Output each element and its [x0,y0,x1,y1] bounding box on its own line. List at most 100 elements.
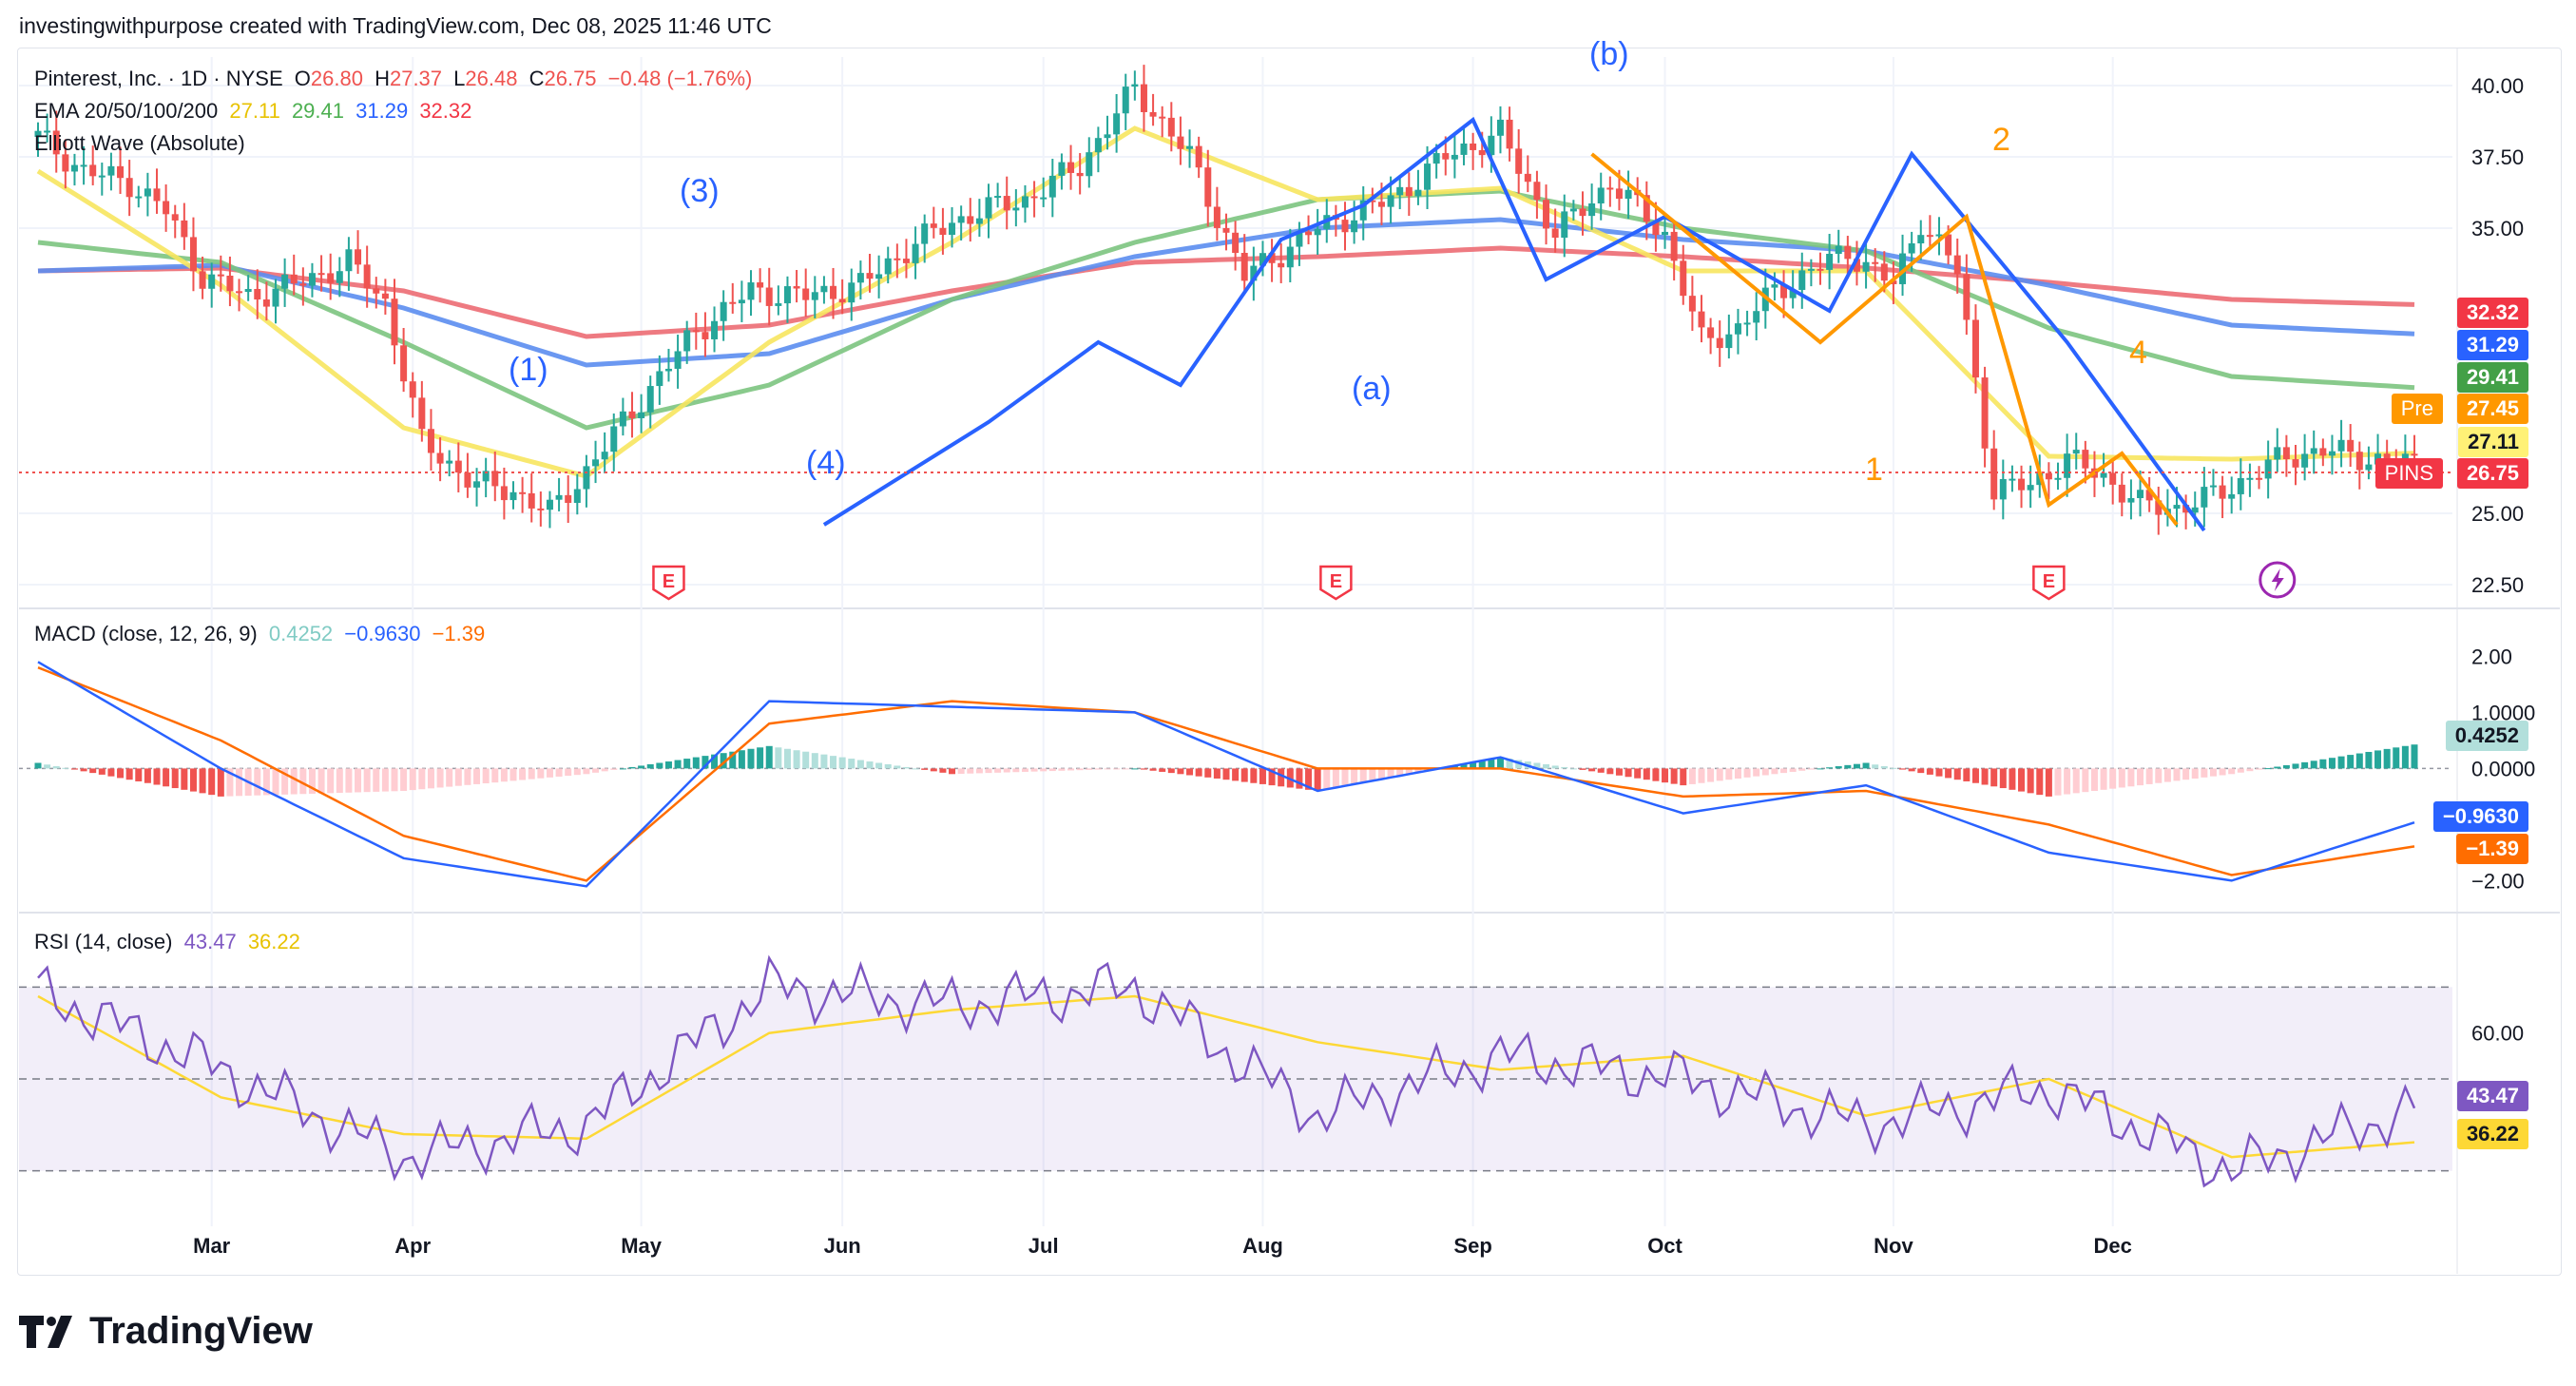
candle-body [1232,232,1240,254]
candle-body [1753,311,1760,323]
candle-body [1341,220,1349,233]
macd-histogram-bar [44,764,51,769]
macd-line-label: −0.9630 [2432,801,2528,832]
candle-body [1734,323,1741,335]
candle-body [1369,200,1376,202]
candle-body [98,175,106,178]
macd-histogram-bar [2137,768,2144,786]
candle-body [1853,259,1860,272]
macd-histogram-bar [1506,759,1513,769]
rsi-legend: RSI (14, close) 43.47 36.22 [34,930,306,954]
macd-histogram-bar [1460,763,1468,769]
candle-body [2182,505,2190,513]
pre-market-price-label: 27.45 [2456,394,2528,424]
candle-body [1305,231,1313,236]
candle-body [2118,484,2125,503]
macd-histogram-bar [2246,768,2254,772]
candle-body [317,273,325,276]
rsi-value: 43.47 [183,930,237,953]
macd-line [37,661,2415,888]
candle-body [1543,200,1550,229]
candle-body [262,299,270,307]
candle-body [894,258,901,260]
candle-body [1470,143,1477,150]
macd-histogram-bar [1725,768,1733,780]
candle-body [2009,478,2016,481]
macd-histogram-bar [1296,768,1303,789]
macd-histogram-bar [381,768,389,792]
macd-tick-label: 2.00 [2471,645,2512,668]
macd-histogram-bar [308,768,316,794]
candle-body [1240,253,1248,281]
candle-body [80,164,87,167]
candle-body [638,412,645,418]
macd-layer [19,661,2452,888]
macd-histogram-bar [2118,768,2125,788]
candle-body [949,222,956,235]
candle-body [1561,211,1568,239]
candle-body [1012,207,1020,211]
macd-histogram-bar [720,753,727,769]
candle-body [52,130,60,155]
candle-body [2347,439,2355,452]
candle-body [2228,493,2236,499]
macd-histogram-bar [1688,768,1696,784]
macd-histogram-bar [62,767,69,769]
candle-body [2274,447,2281,460]
candle-body [1844,245,1852,260]
macd-histogram-bar [2355,753,2363,769]
month-tick-label: Jun [824,1234,861,1258]
candle-body [2411,453,2418,456]
macd-histogram-bar [1890,767,1897,769]
macd-histogram-bar [610,768,618,770]
macd-histogram-bar [1606,768,1614,775]
candle-body [565,494,572,504]
candle-body [217,274,224,277]
candle-body [236,291,243,294]
macd-histogram-bar [1314,768,1321,791]
macd-histogram-bar [1953,768,1961,780]
candle-body [1460,143,1468,155]
candle-body [509,491,517,501]
candle-body [875,274,883,279]
macd-histogram-bar [2301,761,2309,769]
macd-histogram-bar [2173,768,2181,781]
rsi-ma-price-label: 36.22 [2456,1119,2528,1149]
legend-change: −0.48 (−1.76%) [607,67,753,90]
wave-label-b: (b) [1589,36,1629,72]
ticker-tag: PINS [2374,458,2443,489]
macd-histogram-bar [1021,768,1028,772]
candle-body [2383,453,2391,462]
macd-histogram-bar [1624,768,1632,778]
candle-body [683,330,691,352]
candle-body [2355,452,2363,471]
tradingview-logo[interactable]: TradingView [19,1310,313,1353]
candle-body [308,273,316,286]
macd-histogram-bar [2064,768,2071,795]
macd-histogram-bar [125,768,133,780]
macd-histogram-bar [1067,768,1075,771]
main-legend: Pinterest, Inc. · 1D · NYSE O26.80 H27.3… [34,67,758,91]
macd-histogram-bar [1387,768,1394,778]
macd-histogram-bar [1935,768,1943,777]
legend-high: 27.37 [389,67,443,90]
macd-histogram-bar [355,768,362,793]
macd-histogram-bar [875,762,883,769]
macd-histogram-bar [2182,768,2190,780]
month-tick-label: May [621,1234,663,1258]
candle-body [1478,149,1486,156]
macd-histogram-bar [601,768,608,772]
earnings-marker-badge [2032,565,2066,601]
earnings-marker: E [652,565,685,601]
macd-histogram-bar [171,768,179,789]
candle-body [811,292,818,300]
candle-body [1314,228,1321,236]
candle-body [1195,145,1202,168]
macd-histogram-bar [500,768,508,782]
macd-histogram-bar [1670,768,1678,784]
candle-body [1908,243,1915,254]
candle-body [583,466,590,490]
macd-histogram-bar [528,768,535,780]
chart-frame[interactable] [17,48,2562,1276]
